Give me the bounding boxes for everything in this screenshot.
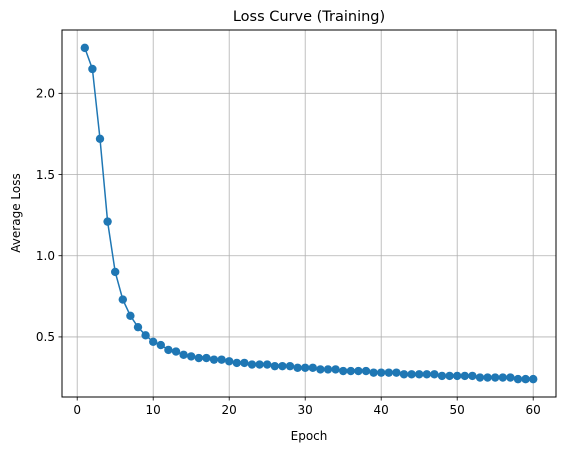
chart-title: Loss Curve (Training) — [233, 9, 385, 25]
loss-point — [232, 358, 241, 368]
loss-point — [293, 363, 302, 372]
loss-point — [361, 366, 371, 376]
y-tick-label: 1.5 — [36, 168, 55, 182]
x-tick-label: 50 — [450, 403, 465, 417]
loss-point — [164, 345, 173, 355]
loss-point — [392, 368, 401, 377]
loss-point — [255, 360, 264, 369]
loss-point — [445, 371, 454, 381]
loss-point — [475, 373, 485, 382]
loss-point — [149, 337, 158, 346]
loss-point — [209, 355, 219, 364]
loss-point — [529, 374, 538, 384]
loss-point — [285, 361, 295, 371]
loss-point — [415, 370, 424, 379]
loss-point — [247, 360, 257, 369]
y-tick-label: 2.0 — [36, 87, 55, 101]
loss-point — [308, 363, 317, 372]
loss-point — [316, 365, 325, 374]
loss-point — [133, 322, 143, 332]
loss-point — [339, 366, 348, 376]
x-tick-label: 20 — [222, 403, 237, 417]
loss-point — [422, 370, 431, 379]
loss-point — [407, 370, 416, 379]
x-tick-label: 10 — [146, 403, 161, 417]
loss-point — [126, 311, 135, 321]
loss-point — [179, 350, 188, 359]
loss-point — [430, 370, 439, 379]
loss-point — [468, 371, 477, 381]
series-layer — [80, 43, 538, 384]
loss-point — [111, 267, 120, 277]
loss-point — [369, 368, 378, 377]
loss-point — [225, 357, 234, 366]
loss-point — [498, 373, 507, 382]
loss-point — [521, 374, 530, 384]
loss-point — [88, 64, 97, 74]
loss-point — [331, 365, 340, 374]
loss-point — [460, 371, 469, 381]
loss-point — [384, 368, 393, 377]
loss-point — [156, 340, 165, 350]
loss-point — [270, 361, 279, 371]
loss-point — [399, 370, 409, 379]
loss-point — [103, 217, 112, 226]
loss-point — [354, 366, 363, 376]
x-tick-label: 40 — [374, 403, 389, 417]
loss-point — [202, 353, 211, 363]
loss-point — [491, 373, 500, 382]
loss-point — [95, 134, 105, 144]
tick-layer: 0 10 20 30 40 50 60 0.5 1.0 1.5 2.0 — [36, 87, 541, 417]
loss-point — [240, 358, 249, 368]
x-tick-label: 30 — [298, 403, 313, 417]
loss-point — [346, 366, 355, 376]
y-tick-label: 0.5 — [36, 330, 55, 344]
x-tick-label: 60 — [526, 403, 541, 417]
loss-point — [453, 371, 462, 381]
y-tick-label: 1.0 — [36, 249, 55, 263]
loss-point — [506, 373, 515, 382]
loss-point — [217, 355, 226, 364]
grid — [62, 30, 556, 397]
loss-point — [278, 361, 287, 371]
loss-point — [483, 373, 492, 382]
loss-point — [323, 365, 333, 374]
loss-point — [301, 363, 310, 372]
loss-point — [171, 347, 181, 356]
loss-point — [437, 371, 447, 381]
loss-point — [194, 353, 203, 363]
loss-point — [118, 295, 128, 304]
loss-point — [513, 374, 523, 384]
loss-point — [377, 368, 386, 377]
loss-point — [141, 331, 150, 340]
loss-point — [187, 352, 196, 361]
x-axis-label: Epoch — [291, 429, 328, 443]
loss-point — [80, 43, 90, 53]
x-tick-label: 0 — [73, 403, 81, 417]
plot-frame — [61, 29, 557, 398]
y-axis-label: Average Loss — [9, 173, 23, 252]
loss-point — [263, 360, 272, 369]
loss-line — [84, 47, 534, 380]
